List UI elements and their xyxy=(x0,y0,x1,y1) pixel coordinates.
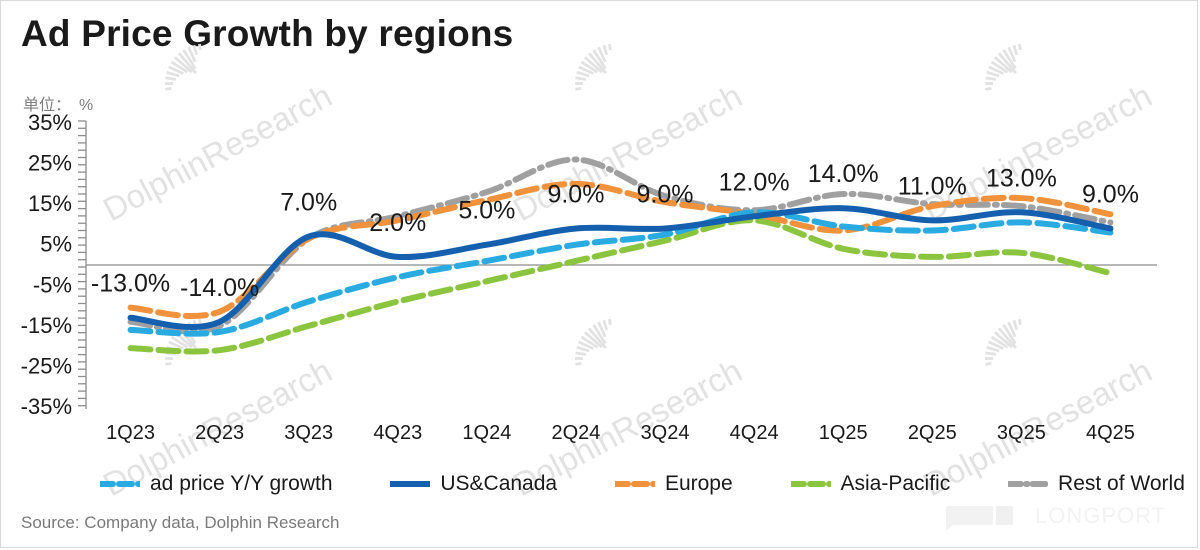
svg-text:-25%: -25% xyxy=(21,353,72,378)
svg-text:2.0%: 2.0% xyxy=(369,209,426,237)
svg-text:-15%: -15% xyxy=(21,313,72,338)
svg-text:25%: 25% xyxy=(28,151,72,176)
svg-text:1Q23: 1Q23 xyxy=(106,422,155,444)
svg-text:15%: 15% xyxy=(28,191,72,216)
svg-text:9.0%: 9.0% xyxy=(1082,180,1139,208)
svg-text:1Q25: 1Q25 xyxy=(819,422,868,444)
svg-text:4Q25: 4Q25 xyxy=(1086,422,1135,444)
svg-text:35%: 35% xyxy=(28,110,72,135)
svg-text:4Q23: 4Q23 xyxy=(373,422,422,444)
svg-text:11.0%: 11.0% xyxy=(898,172,967,200)
svg-text:13.0%: 13.0% xyxy=(986,164,1057,192)
svg-text:4Q24: 4Q24 xyxy=(730,422,779,444)
svg-text:3Q24: 3Q24 xyxy=(641,422,690,444)
svg-text:2Q25: 2Q25 xyxy=(908,422,957,444)
svg-text:7.0%: 7.0% xyxy=(280,189,337,217)
svg-text:LONGPORT: LONGPORT xyxy=(1035,503,1166,528)
svg-text:-5%: -5% xyxy=(33,272,72,297)
svg-text:-35%: -35% xyxy=(21,394,72,419)
svg-text:1Q24: 1Q24 xyxy=(462,422,511,444)
svg-text:9.0%: 9.0% xyxy=(547,180,604,208)
svg-text:14.0%: 14.0% xyxy=(808,160,879,188)
svg-text:12.0%: 12.0% xyxy=(719,168,790,196)
svg-text:-13.0%: -13.0% xyxy=(91,270,170,298)
svg-text:3Q23: 3Q23 xyxy=(284,422,333,444)
svg-text:5%: 5% xyxy=(40,232,72,257)
svg-text:2Q24: 2Q24 xyxy=(551,422,600,444)
svg-text:2Q23: 2Q23 xyxy=(195,422,244,444)
svg-text:3Q25: 3Q25 xyxy=(997,422,1046,444)
svg-text:5.0%: 5.0% xyxy=(458,197,515,225)
svg-text:9.0%: 9.0% xyxy=(637,180,694,208)
svg-text:-14.0%: -14.0% xyxy=(180,274,259,302)
